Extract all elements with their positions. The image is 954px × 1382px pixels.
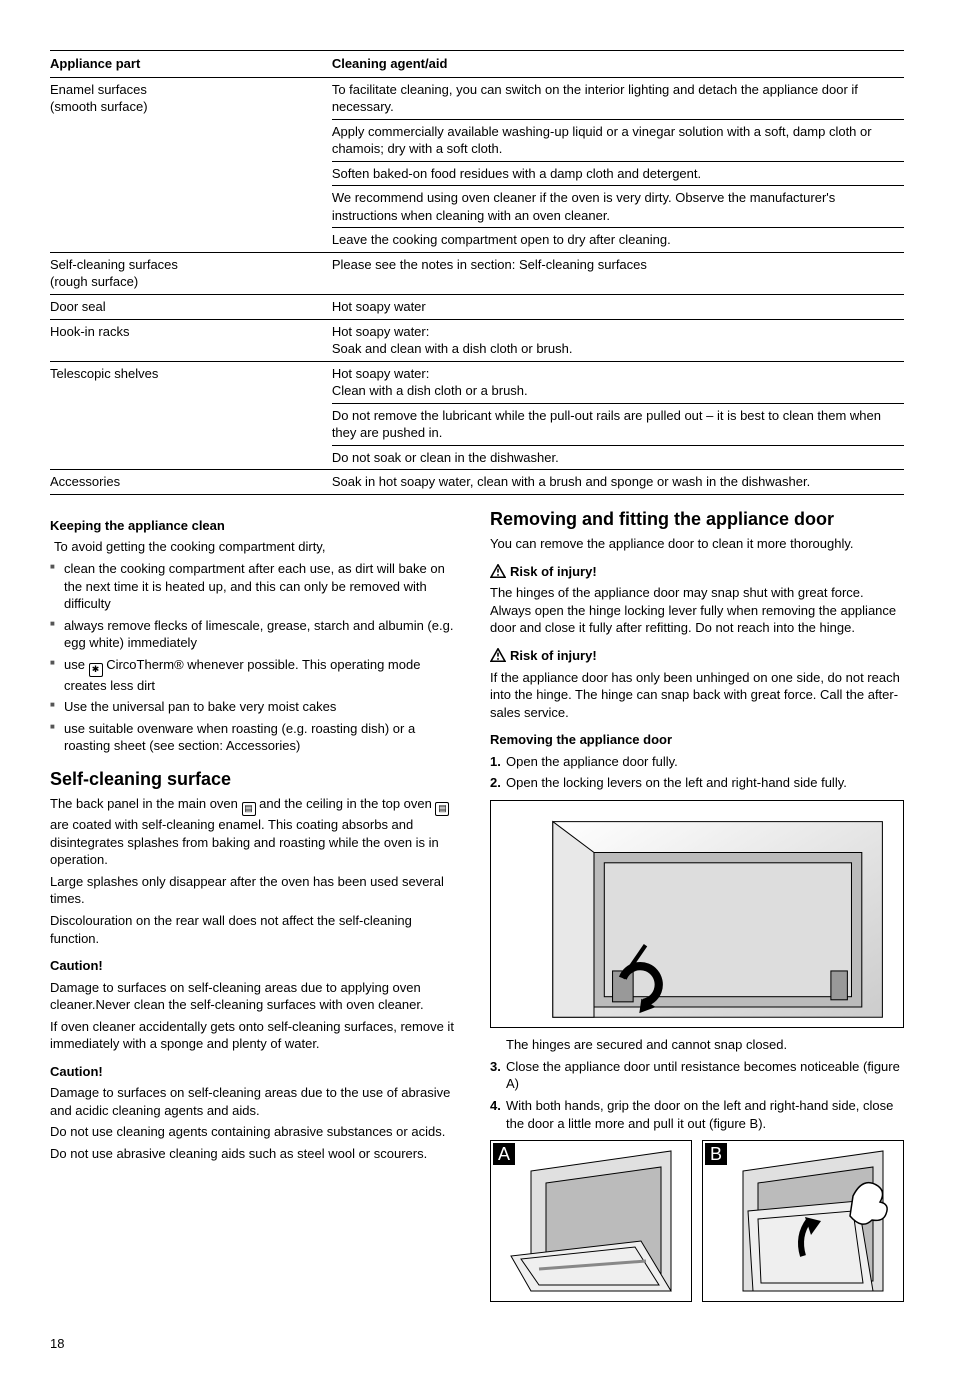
removing-intro: You can remove the appliance door to cle… bbox=[490, 535, 904, 553]
table-row: Enamel surfaces (smooth surface)To facil… bbox=[50, 77, 904, 119]
figure-b: B bbox=[702, 1140, 904, 1307]
svg-text:A: A bbox=[498, 1144, 510, 1164]
self-p3: Discolouration on the rear wall does not… bbox=[50, 912, 464, 947]
list-item: use ✱ CircoTherm® whenever possible. Thi… bbox=[50, 656, 464, 695]
cell-agent: Soak in hot soapy water, clean with a br… bbox=[332, 470, 904, 495]
warning-icon bbox=[490, 564, 506, 578]
cell-part bbox=[50, 186, 332, 228]
cell-part bbox=[50, 119, 332, 161]
cell-agent: Please see the notes in section: Self-cl… bbox=[332, 252, 904, 294]
self-p1: The back panel in the main oven ▤ and th… bbox=[50, 795, 464, 869]
list-item: always remove flecks of limescale, greas… bbox=[50, 617, 464, 652]
cell-part: Self-cleaning surfaces (rough surface) bbox=[50, 252, 332, 294]
c2-p1: Damage to surfaces on self-cleaning area… bbox=[50, 1084, 464, 1119]
keeping-list: clean the cooking compartment after each… bbox=[50, 560, 464, 755]
cleaning-table: Appliance part Cleaning agent/aid Enamel… bbox=[50, 50, 904, 495]
th-agent: Cleaning agent/aid bbox=[332, 51, 904, 78]
hinge-note: The hinges are secured and cannot snap c… bbox=[490, 1036, 904, 1054]
table-row: Hook-in racksHot soapy water: Soak and c… bbox=[50, 319, 904, 361]
list-item: use suitable ovenware when roasting (e.g… bbox=[50, 720, 464, 755]
table-row: We recommend using oven cleaner if the o… bbox=[50, 186, 904, 228]
cell-agent: Do not remove the lubricant while the pu… bbox=[332, 403, 904, 445]
right-column: Removing and fitting the appliance door … bbox=[490, 507, 904, 1315]
removing-h2: Removing and fitting the appliance door bbox=[490, 507, 904, 531]
cell-agent: To facilitate cleaning, you can switch o… bbox=[332, 77, 904, 119]
risk-2-head: Risk of injury! bbox=[490, 647, 904, 665]
th-part: Appliance part bbox=[50, 51, 332, 78]
cell-part bbox=[50, 161, 332, 186]
table-row: Do not soak or clean in the dishwasher. bbox=[50, 445, 904, 470]
table-row: Do not remove the lubricant while the pu… bbox=[50, 403, 904, 445]
table-row: Self-cleaning surfaces (rough surface)Pl… bbox=[50, 252, 904, 294]
self-cleaning-h2: Self-cleaning surface bbox=[50, 767, 464, 791]
cell-part bbox=[50, 403, 332, 445]
steps-list: 1.Open the appliance door fully. 2.Open … bbox=[490, 753, 904, 792]
steps-list-2: 3.Close the appliance door until resista… bbox=[490, 1058, 904, 1132]
oven-icon: ▤ bbox=[242, 802, 256, 816]
table-row: Door sealHot soapy water bbox=[50, 295, 904, 320]
cell-part bbox=[50, 228, 332, 253]
table-row: Leave the cooking compartment open to dr… bbox=[50, 228, 904, 253]
self-p2: Large splashes only disappear after the … bbox=[50, 873, 464, 908]
cell-part: Enamel surfaces (smooth surface) bbox=[50, 77, 332, 119]
table-row: Soften baked-on food residues with a dam… bbox=[50, 161, 904, 186]
figure-a: A bbox=[490, 1140, 692, 1307]
cell-agent: We recommend using oven cleaner if the o… bbox=[332, 186, 904, 228]
risk-2-body: If the appliance door has only been unhi… bbox=[490, 669, 904, 722]
step-2: 2.Open the locking levers on the left an… bbox=[490, 774, 904, 792]
risk-1-body: The hinges of the appliance door may sna… bbox=[490, 584, 904, 637]
table-row: AccessoriesSoak in hot soapy water, clea… bbox=[50, 470, 904, 495]
cell-part bbox=[50, 445, 332, 470]
cell-agent: Leave the cooking compartment open to dr… bbox=[332, 228, 904, 253]
risk-1-head: Risk of injury! bbox=[490, 563, 904, 581]
caution-2: Caution! bbox=[50, 1063, 464, 1081]
c2-p3: Do not use abrasive cleaning aids such a… bbox=[50, 1145, 464, 1163]
keeping-intro: To avoid getting the cooking compartment… bbox=[50, 538, 464, 556]
cell-agent: Soften baked-on food residues with a dam… bbox=[332, 161, 904, 186]
cell-agent: Hot soapy water bbox=[332, 295, 904, 320]
circotherm-icon: ✱ bbox=[89, 663, 103, 677]
caution-1: Caution! bbox=[50, 957, 464, 975]
step-1: 1.Open the appliance door fully. bbox=[490, 753, 904, 771]
cell-agent: Hot soapy water: Soak and clean with a d… bbox=[332, 319, 904, 361]
table-row: Apply commercially available washing-up … bbox=[50, 119, 904, 161]
cell-part: Hook-in racks bbox=[50, 319, 332, 361]
table-row: Telescopic shelvesHot soapy water: Clean… bbox=[50, 361, 904, 403]
cell-part: Accessories bbox=[50, 470, 332, 495]
step-4: 4.With both hands, grip the door on the … bbox=[490, 1097, 904, 1132]
cell-part: Telescopic shelves bbox=[50, 361, 332, 403]
warning-icon bbox=[490, 648, 506, 662]
cell-part: Door seal bbox=[50, 295, 332, 320]
figure-ab-row: A B bbox=[490, 1140, 904, 1307]
step-3: 3.Close the appliance door until resista… bbox=[490, 1058, 904, 1093]
removing-door-head: Removing the appliance door bbox=[490, 731, 904, 749]
c2-p2: Do not use cleaning agents containing ab… bbox=[50, 1123, 464, 1141]
cell-agent: Apply commercially available washing-up … bbox=[332, 119, 904, 161]
left-column: Keeping the appliance clean To avoid get… bbox=[50, 507, 464, 1315]
figure-hinge-lever bbox=[490, 800, 904, 1029]
list-item: clean the cooking compartment after each… bbox=[50, 560, 464, 613]
svg-text:B: B bbox=[710, 1144, 722, 1164]
list-item: Use the universal pan to bake very moist… bbox=[50, 698, 464, 716]
cell-agent: Do not soak or clean in the dishwasher. bbox=[332, 445, 904, 470]
c1-p1: Damage to surfaces on self-cleaning area… bbox=[50, 979, 464, 1014]
c1-p2: If oven cleaner accidentally gets onto s… bbox=[50, 1018, 464, 1053]
keeping-heading: Keeping the appliance clean bbox=[50, 517, 464, 535]
oven-icon: ▤ bbox=[435, 802, 449, 816]
cell-agent: Hot soapy water: Clean with a dish cloth… bbox=[332, 361, 904, 403]
